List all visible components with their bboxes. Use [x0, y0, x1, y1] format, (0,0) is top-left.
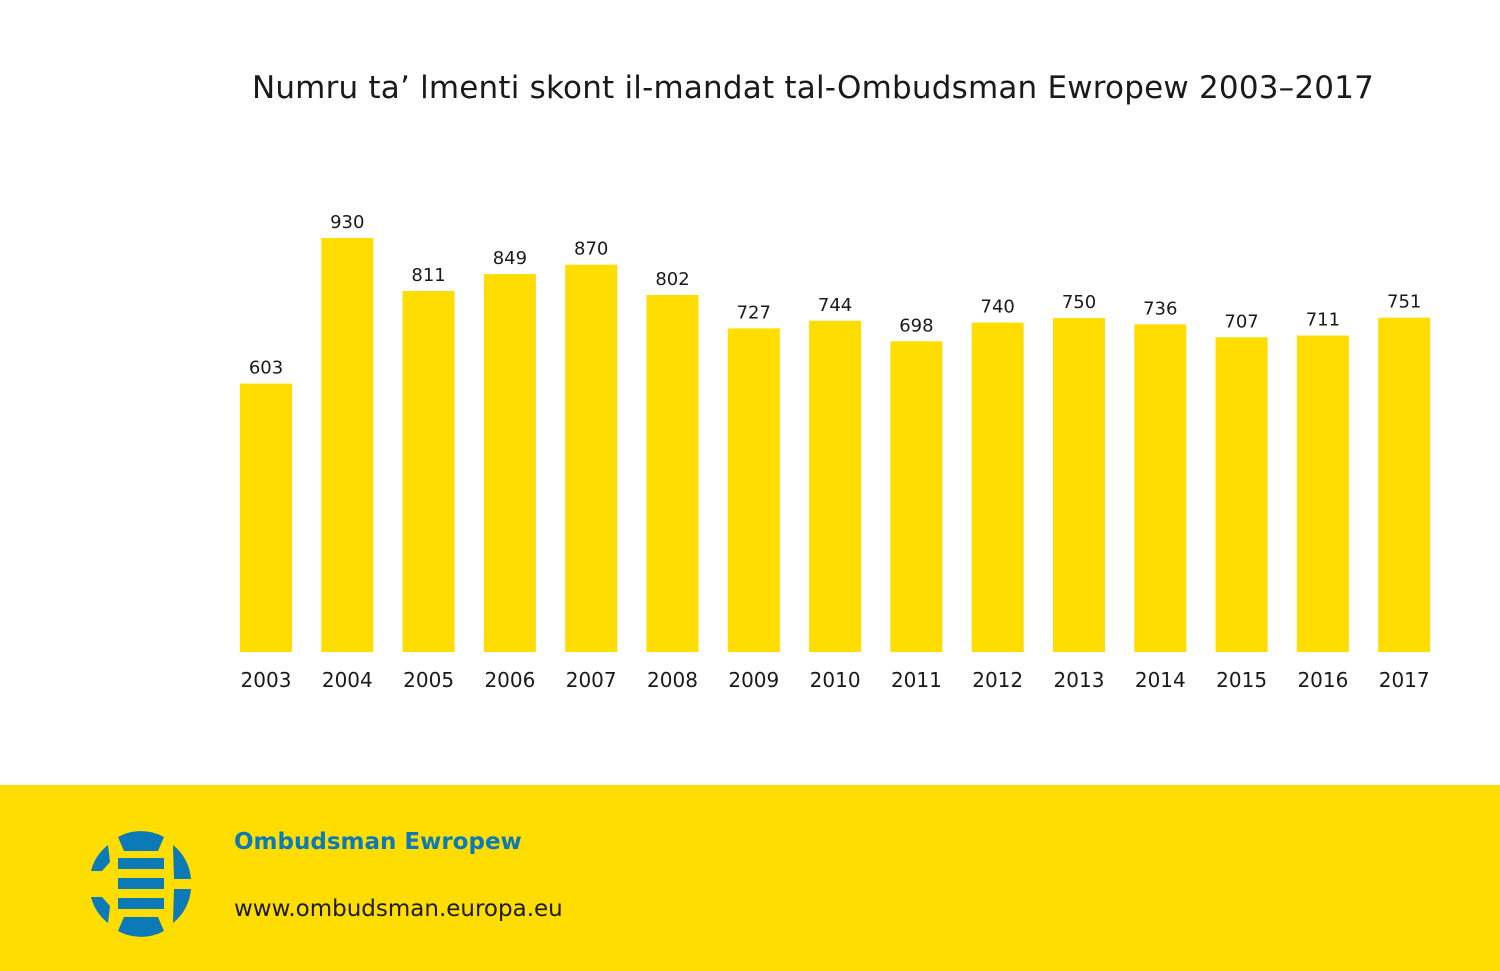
website-link[interactable]: www.ombudsman.europa.eu: [234, 896, 563, 922]
x-tick-label-2017: 2017: [1379, 668, 1430, 692]
bar-2007: [565, 264, 618, 652]
data-label-2006: 849: [493, 248, 527, 269]
bar-2013: [1053, 318, 1105, 652]
x-tick-label-2013: 2013: [1054, 668, 1105, 692]
x-tick-label-2010: 2010: [810, 668, 861, 692]
data-label-2017: 751: [1387, 292, 1421, 313]
data-label-2016: 711: [1306, 310, 1340, 331]
x-tick-label-2014: 2014: [1135, 668, 1186, 692]
bar-2017: [1378, 317, 1431, 652]
data-label-2012: 740: [981, 297, 1015, 318]
bar-2010: [809, 320, 862, 652]
bar-2009: [727, 328, 780, 652]
ombudsman-logo-icon: [91, 831, 191, 937]
data-label-2009: 727: [737, 302, 771, 323]
chart-title: Numru ta’ lmenti skont il-mandat tal-Omb…: [251, 70, 1375, 106]
x-tick-label-2007: 2007: [566, 668, 617, 692]
x-tick-label-2008: 2008: [647, 668, 698, 692]
data-label-2008: 802: [655, 269, 689, 290]
data-label-2004: 930: [330, 212, 364, 233]
x-tick-label-2015: 2015: [1216, 668, 1267, 692]
data-label-2005: 811: [411, 265, 445, 286]
bar-2012: [971, 322, 1024, 652]
data-label-2011: 698: [899, 315, 933, 336]
brand-name: Ombudsman Ewropew: [234, 829, 522, 855]
x-tick-label-2009: 2009: [728, 668, 779, 692]
footer-bar: Ombudsman Ewropew www.ombudsman.europa.e…: [0, 785, 1500, 971]
bar-2011: [890, 341, 943, 652]
data-label-2010: 744: [818, 295, 852, 316]
bar-2003: [240, 383, 292, 652]
bar-2016: [1296, 335, 1349, 652]
data-label-2014: 736: [1143, 298, 1177, 319]
x-tick-label-2016: 2016: [1297, 668, 1348, 692]
bar-2015: [1215, 337, 1268, 652]
bar-2014: [1134, 324, 1187, 652]
x-tick-label-2011: 2011: [891, 668, 942, 692]
data-label-2007: 870: [574, 239, 608, 260]
x-tick-label-2005: 2005: [403, 668, 454, 692]
bar-2004: [321, 238, 374, 652]
data-label-2015: 707: [1224, 311, 1258, 332]
x-tick-label-2006: 2006: [484, 668, 535, 692]
bar-2008: [646, 295, 699, 652]
x-tick-label-2003: 2003: [241, 668, 292, 692]
data-label-2013: 750: [1062, 292, 1096, 313]
bar-chart: 603 2003 930 2004 811 2005 849 2006 870 2007 802 20…: [240, 212, 1431, 692]
x-tick-label-2012: 2012: [972, 668, 1023, 692]
bar-2006: [483, 274, 536, 652]
x-tick-label-2004: 2004: [322, 668, 373, 692]
bar-2005: [402, 291, 455, 652]
data-label-2003: 603: [249, 358, 283, 379]
